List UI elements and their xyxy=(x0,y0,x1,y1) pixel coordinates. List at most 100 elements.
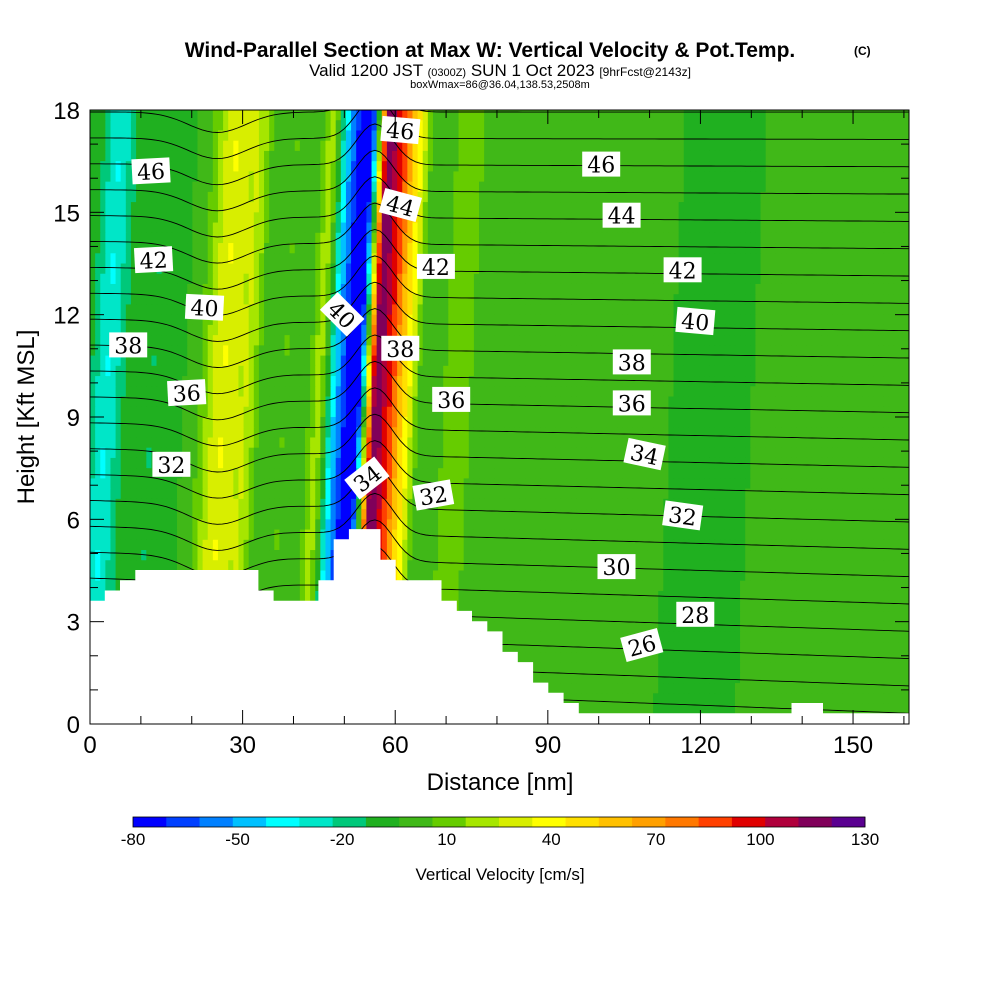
field-cell xyxy=(304,212,311,224)
field-cell xyxy=(125,263,132,275)
field-cell xyxy=(560,365,567,377)
field-cell xyxy=(432,191,439,203)
field-cell xyxy=(289,335,296,346)
field-cell xyxy=(622,417,629,428)
field-cell xyxy=(146,222,153,234)
field-cell xyxy=(386,417,393,428)
field-cell xyxy=(243,273,250,285)
field-cell xyxy=(187,263,193,275)
field-cell xyxy=(714,140,721,152)
field-cell xyxy=(345,202,352,213)
field-cell xyxy=(555,181,562,193)
field-cell xyxy=(258,263,265,275)
field-cell xyxy=(653,263,659,275)
field-cell xyxy=(509,232,516,244)
field-cell xyxy=(898,294,905,306)
field-cell xyxy=(187,427,193,439)
field-cell xyxy=(663,283,670,295)
field-cell xyxy=(883,202,890,213)
field-cell xyxy=(294,345,301,357)
field-cell xyxy=(417,140,424,152)
field-cell xyxy=(202,202,209,213)
field-cell xyxy=(704,171,710,183)
field-cell xyxy=(832,171,838,183)
field-cell xyxy=(489,130,495,142)
field-cell xyxy=(750,324,757,336)
field-cell xyxy=(304,314,311,326)
field-cell xyxy=(212,191,219,203)
field-cell xyxy=(816,181,823,193)
field-cell xyxy=(903,345,909,357)
field-cell xyxy=(801,110,808,121)
field-cell xyxy=(642,110,649,121)
field-cell xyxy=(376,396,383,408)
field-cell xyxy=(540,324,547,336)
field-cell xyxy=(376,406,383,418)
field-cell xyxy=(494,222,501,234)
field-cell xyxy=(658,110,664,121)
field-cell xyxy=(340,181,347,193)
field-cell xyxy=(576,365,582,377)
field-cell xyxy=(714,191,721,203)
field-cell xyxy=(136,396,142,408)
field-cell xyxy=(627,110,634,121)
field-cell xyxy=(233,406,240,418)
field-cell xyxy=(320,161,327,172)
field-cell xyxy=(120,386,127,398)
field-cell xyxy=(212,386,219,398)
field-cell xyxy=(407,417,414,428)
field-cell xyxy=(427,396,434,408)
field-cell xyxy=(760,345,767,357)
field-cell xyxy=(279,191,286,203)
field-cell xyxy=(427,232,434,244)
field-cell xyxy=(381,140,388,152)
field-cell xyxy=(678,294,685,306)
field-cell xyxy=(136,376,142,387)
field-cell xyxy=(376,191,383,203)
field-cell xyxy=(816,212,823,224)
field-cell xyxy=(330,406,337,418)
field-cell xyxy=(335,355,342,367)
field-cell xyxy=(653,150,659,162)
field-cell xyxy=(264,304,270,316)
field-cell xyxy=(345,253,352,265)
field-cell xyxy=(197,427,204,439)
field-cell xyxy=(141,212,147,224)
field-cell xyxy=(171,140,178,152)
field-cell xyxy=(509,222,516,234)
field-cell xyxy=(105,406,112,418)
field-cell xyxy=(555,232,562,244)
field-cell xyxy=(566,110,572,121)
field-cell xyxy=(274,150,280,162)
field-cell xyxy=(161,283,168,295)
field-cell xyxy=(796,181,803,193)
field-cell xyxy=(719,417,726,428)
field-cell xyxy=(699,365,705,377)
field-cell xyxy=(248,324,255,336)
field-cell xyxy=(212,406,219,418)
field-cell xyxy=(729,324,736,336)
field-cell xyxy=(806,171,813,183)
field-cell xyxy=(586,283,593,295)
field-cell xyxy=(673,150,680,162)
field-cell xyxy=(647,222,654,234)
field-cell xyxy=(873,212,879,224)
field-cell xyxy=(345,386,352,398)
field-cell xyxy=(560,202,567,213)
field-cell xyxy=(141,130,147,142)
field-cell xyxy=(182,181,188,193)
field-cell xyxy=(197,314,204,326)
field-cell xyxy=(540,417,547,428)
field-cell xyxy=(724,304,731,316)
field-cell xyxy=(315,140,321,152)
field-cell xyxy=(535,222,542,234)
field-cell xyxy=(248,181,255,193)
field-cell xyxy=(274,273,280,285)
field-cell xyxy=(760,304,767,316)
field-cell xyxy=(330,253,337,265)
field-cell xyxy=(412,150,419,162)
field-cell xyxy=(392,386,398,398)
field-cell xyxy=(192,202,199,213)
field-cell xyxy=(371,202,378,213)
field-cell xyxy=(95,386,101,398)
